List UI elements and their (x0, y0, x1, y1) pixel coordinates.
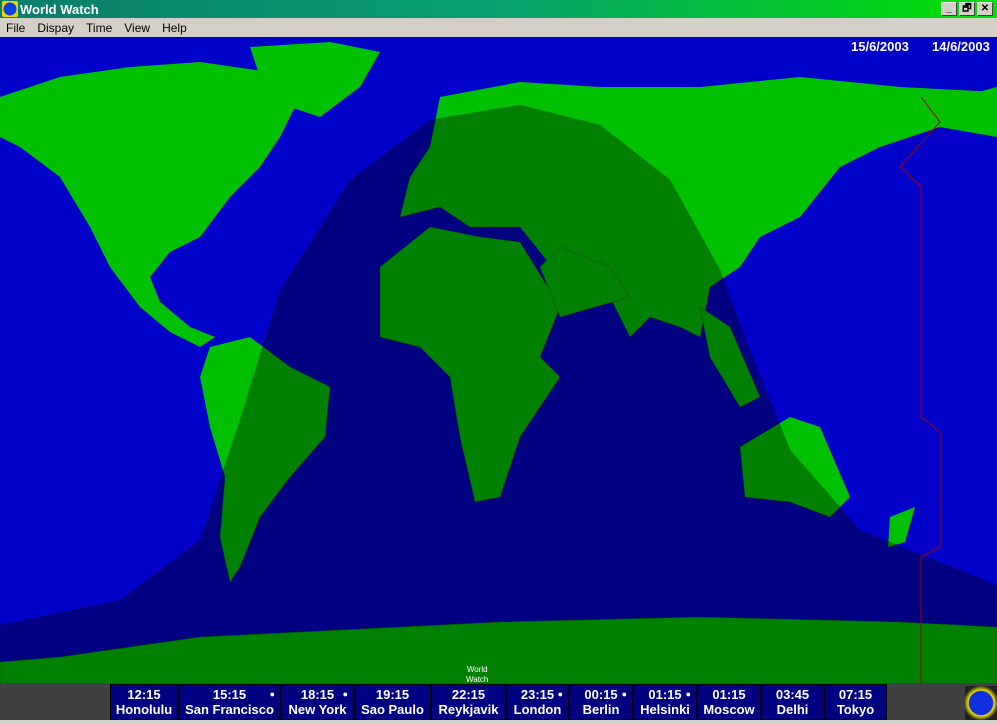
clock-honolulu[interactable]: 12:15 Honolulu (110, 684, 178, 720)
map-canvas (0, 37, 997, 684)
clock-time: 00:15 (584, 687, 618, 702)
close-button[interactable]: ✕ (977, 2, 993, 16)
clock-city: Helsinki (640, 702, 690, 717)
dst-indicator-icon: ● (557, 689, 563, 699)
clock-city: Moscow (703, 702, 755, 717)
globe-icon[interactable] (965, 686, 997, 720)
clock-reykjavik[interactable]: 22:15 Reykjavik (431, 684, 506, 720)
clock-city: Berlin (582, 702, 620, 717)
dst-indicator-icon: ● (685, 689, 691, 699)
clock-city: Honolulu (115, 702, 173, 717)
clock-time: 15:15 (212, 687, 247, 702)
status-strip (0, 720, 997, 724)
clock-city: New York (288, 702, 347, 717)
clock-time: 22:15 (451, 687, 486, 702)
clock-new-york[interactable]: 18:15 New York ● (281, 684, 354, 720)
date-west: 15/6/2003 (851, 39, 909, 54)
clock-helsinki[interactable]: 01:15 Helsinki ● (633, 684, 697, 720)
menu-view[interactable]: View (124, 20, 151, 35)
window-title: World Watch (20, 1, 99, 17)
clock-london[interactable]: 23:15 London ● (506, 684, 569, 720)
clock-city: Sao Paulo (361, 702, 424, 717)
clock-moscow[interactable]: 01:15 Moscow (697, 684, 761, 720)
menu-help[interactable]: Help (162, 20, 187, 35)
date-line (899, 96, 941, 684)
clock-bar: 12:15 Honolulu 15:15 San Francisco ● 18:15 New… (0, 684, 997, 720)
clock-berlin[interactable]: 00:15 Berlin ● (569, 684, 633, 720)
dst-indicator-icon: ● (269, 689, 275, 699)
clock-time: 01:15 (712, 687, 746, 702)
menu-bar: File Dispay Time View Help (0, 18, 997, 37)
dst-indicator-icon: ● (621, 689, 627, 699)
menu-time[interactable]: Time (86, 20, 113, 35)
clock-time: 12:15 (127, 687, 161, 702)
app-globe-icon[interactable] (2, 1, 18, 17)
restore-button[interactable]: 🗗 (959, 2, 975, 16)
dst-indicator-icon: ● (342, 689, 348, 699)
clock-city: London (513, 702, 562, 717)
world-map[interactable]: 15/6/2003 14/6/2003 World Watch (0, 37, 997, 684)
clock-time: 01:15 (648, 687, 682, 702)
clock-san-francisco[interactable]: 15:15 San Francisco ● (178, 684, 281, 720)
menu-display[interactable]: Dispay (37, 20, 75, 35)
clock-time: 07:15 (838, 687, 873, 702)
clock-sao-paulo[interactable]: 19:15 Sao Paulo (354, 684, 431, 720)
menu-file[interactable]: File (6, 20, 26, 35)
clock-time: 19:15 (375, 687, 410, 702)
clock-time: 18:15 (300, 687, 335, 702)
clock-delhi[interactable]: 03:45 Delhi (761, 684, 824, 720)
clock-time: 23:15 (520, 687, 555, 702)
clock-city: Delhi (776, 702, 809, 717)
clock-tokyo[interactable]: 07:15 Tokyo (824, 684, 887, 720)
clock-time: 03:45 (775, 687, 810, 702)
minimize-button[interactable]: _ (941, 2, 957, 16)
title-bar: World Watch _ 🗗 ✕ (0, 0, 997, 18)
clock-city: Tokyo (836, 702, 875, 717)
world-watch-label: World Watch (466, 665, 489, 684)
clock-city: Reykjavik (438, 702, 499, 717)
date-east: 14/6/2003 (932, 39, 990, 54)
clock-city: San Francisco (185, 702, 274, 717)
